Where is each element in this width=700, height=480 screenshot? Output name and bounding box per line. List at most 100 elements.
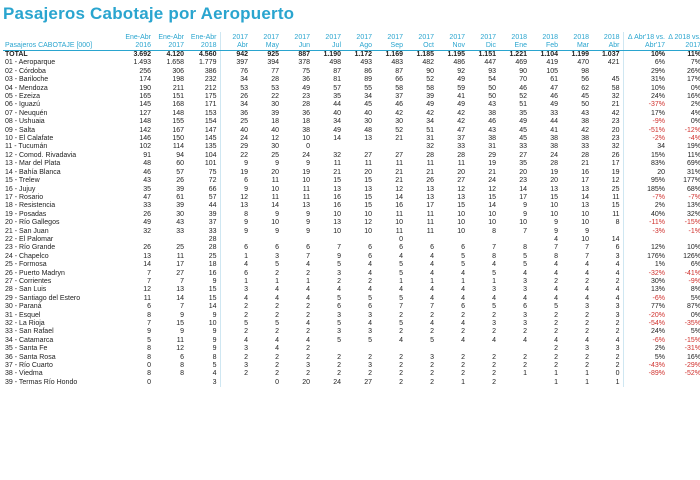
value-cell: 4 — [368, 286, 372, 294]
value-cell: 15 — [208, 294, 217, 302]
value-cell: 2 — [492, 362, 496, 370]
value-cell: 39 — [271, 109, 279, 117]
value-cell: 150 — [172, 135, 184, 143]
value-cell: 13 — [550, 185, 558, 193]
value-cell: 5 — [492, 269, 496, 277]
value-cell: 87 — [333, 67, 341, 75]
value-cell: 5 — [399, 320, 403, 327]
value-cell: 3 — [523, 320, 527, 327]
value-cell: 0 — [147, 362, 151, 370]
airport-name: 32 - La Rioja — [5, 320, 45, 327]
delta-cell: 13% — [622, 286, 668, 295]
value-cell: 887 — [282, 50, 313, 60]
value-cell: 8 — [147, 345, 151, 353]
delta-cell: -6% — [622, 294, 668, 304]
value-cell: 3 — [523, 311, 527, 319]
value-cell: 25 — [176, 244, 184, 252]
value-cell: 9 — [180, 328, 184, 336]
value-cell — [499, 236, 530, 244]
column-header-line2: May — [265, 42, 279, 49]
airport-name: 39 - Termas Río Hondo — [5, 378, 78, 386]
delta-cell: 5% — [690, 294, 700, 302]
value-cell: 13 — [426, 185, 434, 193]
table-row: 27 - Corrientes 7 7 9 1 1 1 2 2 1 1 1 1 3 2 2 2 30% -9% — [3, 277, 700, 287]
value-cell: 28 — [457, 151, 465, 159]
value-cell: 30 — [395, 118, 403, 126]
value-cell: 4 — [275, 286, 279, 294]
value-cell: 51 — [519, 101, 527, 109]
table-row: 21 - San Juan 32 33 33 9 9 9 10 10 11 11 10 8 7 9 9 -3% -… — [3, 227, 700, 236]
value-cell: 15 — [611, 202, 620, 210]
value-cell: 5 — [337, 261, 341, 269]
delta-cell: 29% — [622, 67, 668, 77]
table-row: 36 - Santa Rosa 8 6 8 2 2 2 2 2 2 3 2 2 2 2 2 2 5% 16% — [3, 353, 700, 363]
value-cell: 22 — [271, 93, 279, 101]
value-cell: 54 — [488, 76, 496, 84]
value-cell: 2 — [219, 311, 251, 320]
value-cell: 25 — [208, 252, 217, 260]
column-header-line1: 2017 — [232, 34, 248, 41]
value-cell: 1.779 — [198, 59, 217, 67]
value-cell: 11 — [271, 177, 279, 185]
value-cell: 38 — [581, 118, 589, 126]
value-cell: 39 — [176, 202, 184, 210]
value-cell: 3 — [430, 353, 434, 361]
value-cell: 11 — [457, 160, 465, 168]
value-cell: 53 — [219, 84, 251, 94]
column-header: 2018 Ene — [499, 32, 530, 51]
value-cell: 3 — [212, 378, 217, 386]
value-cell: 386 — [204, 67, 217, 75]
table-row: 14 - Bahía Blanca 46 57 75 19 20 19 21 20 21 21 20 2… — [3, 168, 700, 178]
value-cell: 17 — [519, 193, 527, 201]
column-header-line2: 2016 — [135, 42, 151, 49]
airport-name: 26 - Puerto Madryn — [5, 269, 65, 277]
value-cell: 24 — [219, 135, 251, 144]
value-cell: 6 — [399, 244, 403, 252]
value-cell: 25 — [611, 185, 620, 193]
value-cell: 13 — [364, 185, 372, 193]
value-cell: 26 — [611, 151, 620, 159]
value-cell: 419 — [546, 59, 558, 67]
value-cell: 62 — [581, 84, 589, 92]
table-row: 33 - San Rafael 9 9 9 2 2 2 3 3 2 2 2 2 2 2 2 2 24% 5% — [3, 328, 700, 337]
column-header-line1: 2017 — [325, 34, 341, 41]
value-cell: 25 — [219, 118, 251, 127]
column-header-line2: Nov — [452, 42, 465, 49]
value-cell: 6 — [461, 303, 465, 311]
value-cell: 18 — [302, 118, 310, 126]
table-row: 03 - Bariloche 174 198 232 34 28 36 81 89 66 52 49 5… — [3, 76, 700, 85]
value-cell — [282, 236, 313, 244]
airport-name: 04 - Mendoza — [5, 84, 48, 92]
value-cell: 2 — [368, 370, 372, 378]
table-row: 34 - Catamarca 5 11 9 4 4 4 5 5 4 5 4 4 4 4 4 4 -6% -15% — [3, 336, 700, 346]
delta-cell: 32% — [686, 210, 700, 218]
value-cell: 12 — [395, 185, 403, 193]
delta-cell: 0% — [690, 311, 700, 319]
airport-name: 16 - Jujuy — [5, 185, 36, 193]
value-cell: 49 — [457, 101, 465, 109]
value-cell: 2 — [399, 362, 403, 370]
value-cell: 0 — [306, 143, 310, 151]
value-cell: 8 — [615, 219, 620, 227]
value-cell: 2 — [399, 370, 403, 378]
value-cell: 7 — [306, 252, 310, 260]
value-cell: 70 — [519, 76, 527, 84]
value-cell: 66 — [208, 185, 217, 193]
value-cell: 46 — [550, 93, 558, 101]
value-cell: 10 — [581, 235, 589, 243]
column-header-line2: Oct — [423, 42, 434, 49]
delta-cell: 26% — [686, 67, 700, 75]
value-cell: 33 — [176, 227, 184, 235]
column-header-line2: 2018 — [200, 42, 217, 49]
column-header: 2017 Dic — [468, 32, 499, 51]
value-cell: 21 — [581, 160, 589, 168]
value-cell: 37 — [457, 135, 465, 143]
value-cell: 9 — [147, 328, 151, 336]
value-cell: 4 — [554, 235, 558, 243]
value-cell: 6 — [615, 244, 620, 252]
value-cell: 0 — [275, 378, 279, 386]
value-cell: 4 — [306, 286, 310, 294]
table-row: 05 - Ezeiza 165 151 175 26 22 23 35 34 37 39 41 50 52… — [3, 93, 700, 102]
value-cell: 11 — [395, 227, 403, 235]
value-cell: 2 — [275, 303, 279, 311]
